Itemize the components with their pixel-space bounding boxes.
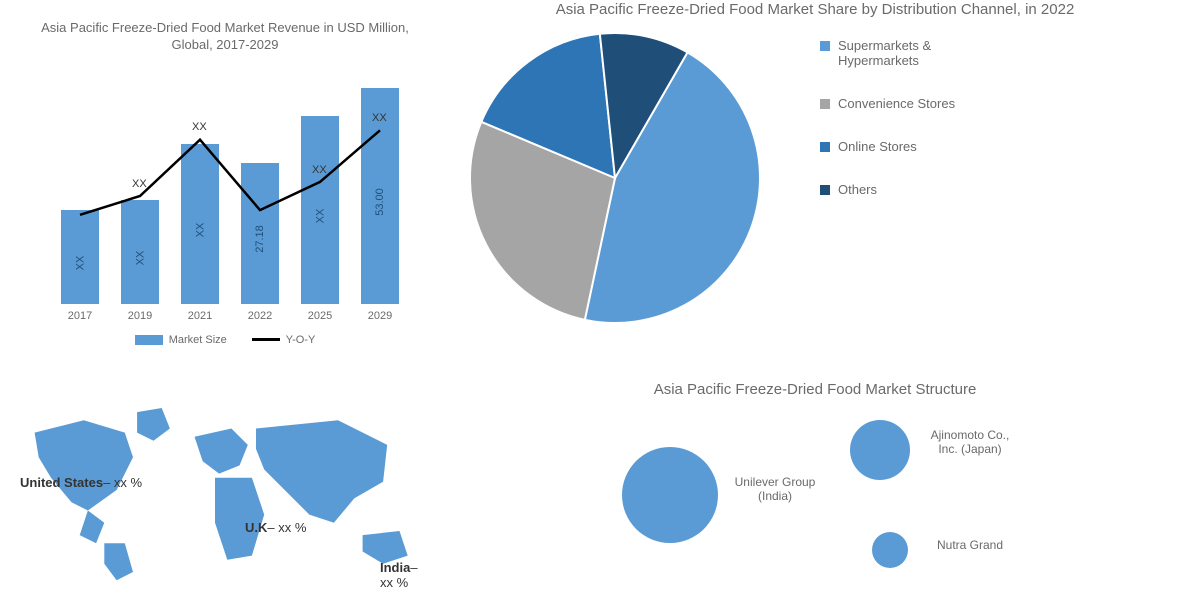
legend-line-icon: [252, 338, 280, 341]
x-axis-label: 2019: [115, 310, 165, 322]
bar-column: 27.18: [235, 163, 285, 304]
bar-rect: XX: [301, 116, 339, 304]
pie-legend-item: Supermarkets & Hypermarkets: [820, 38, 978, 68]
pie-legend-label: Convenience Stores: [838, 96, 955, 111]
bar-rect: XX: [121, 200, 159, 303]
pie-chart-panel: Asia Pacific Freeze-Dried Food Market Sh…: [430, 0, 1200, 380]
bar-chart-panel: Asia Pacific Freeze-Dried Food Market Re…: [0, 0, 430, 380]
bar-value-label: XX: [194, 223, 206, 238]
bar-value-label: 27.18: [254, 226, 266, 254]
bar-column: XX: [115, 200, 165, 303]
pie-legend-swatch: [820, 185, 830, 195]
pie-legend-item: Online Stores: [820, 139, 978, 154]
bar-chart-title: Asia Pacific Freeze-Dried Food Market Re…: [30, 20, 420, 54]
pie-legend-swatch: [820, 142, 830, 152]
legend-label-line: Y-O-Y: [286, 334, 316, 346]
bar-chart-area: XX XX XX 27.18 XX 53.00 XX XX XX XX: [50, 64, 410, 304]
map-panel: United States– xx % U.K– xx % India– xx %: [0, 380, 430, 600]
bubble: [850, 420, 910, 480]
legend-swatch-bar: [135, 335, 163, 345]
bubble-chart-panel: Asia Pacific Freeze-Dried Food Market St…: [430, 380, 1200, 600]
yoy-point-label: XX: [372, 112, 387, 124]
world-map: [10, 380, 420, 600]
pie-chart: [450, 28, 780, 328]
pie-legend-label: Online Stores: [838, 139, 917, 154]
bar-value-label: 53.00: [374, 188, 386, 216]
bubble-label: Unilever Group (India): [725, 475, 825, 504]
x-axis-label: 2017: [55, 310, 105, 322]
pie-legend-label: Others: [838, 182, 877, 197]
pie-chart-title: Asia Pacific Freeze-Dried Food Market Sh…: [450, 0, 1180, 20]
map-country-label: U.K– xx %: [245, 520, 306, 535]
yoy-point-label: XX: [132, 178, 147, 190]
legend-label-bar: Market Size: [169, 334, 227, 346]
bubble: [872, 532, 908, 568]
bubble-chart-area: Unilever Group (India) Ajinomoto Co., Inc…: [450, 410, 1180, 570]
bar-value-label: XX: [134, 251, 146, 266]
bubble-label: Ajinomoto Co., Inc. (Japan): [920, 428, 1020, 457]
bubble-label: Nutra Grand: [920, 538, 1020, 552]
pie-chart-legend: Supermarkets & Hypermarkets Convenience S…: [820, 38, 978, 197]
x-axis-label: 2021: [175, 310, 225, 322]
pie-legend-swatch: [820, 41, 830, 51]
yoy-point-label: XX: [312, 164, 327, 176]
x-axis-label: 2029: [355, 310, 405, 322]
yoy-point-label: XX: [192, 121, 207, 133]
bubble-chart-title: Asia Pacific Freeze-Dried Food Market St…: [450, 380, 1180, 400]
pie-legend-label: Supermarkets & Hypermarkets: [838, 38, 978, 68]
bar-column: XX: [295, 116, 345, 304]
bar-value-label: XX: [314, 209, 326, 224]
bar-column: XX: [55, 210, 105, 304]
legend-market-size: Market Size: [135, 334, 227, 346]
bar-chart-legend: Market Size Y-O-Y: [30, 334, 420, 346]
bubble: [622, 447, 718, 543]
x-axis-label: 2022: [235, 310, 285, 322]
map-country-label: United States– xx %: [20, 475, 142, 490]
bar-value-label: XX: [74, 255, 86, 270]
pie-legend-swatch: [820, 99, 830, 109]
pie-legend-item: Convenience Stores: [820, 96, 978, 111]
pie-legend-item: Others: [820, 182, 978, 197]
bar-rect: XX: [181, 144, 219, 304]
bar-column: XX: [175, 144, 225, 304]
x-axis-label: 2025: [295, 310, 345, 322]
bar-rect: XX: [61, 210, 99, 304]
bar-rect: 27.18: [241, 163, 279, 304]
legend-yoy: Y-O-Y: [252, 334, 316, 346]
map-country-label: India– xx %: [380, 560, 430, 590]
